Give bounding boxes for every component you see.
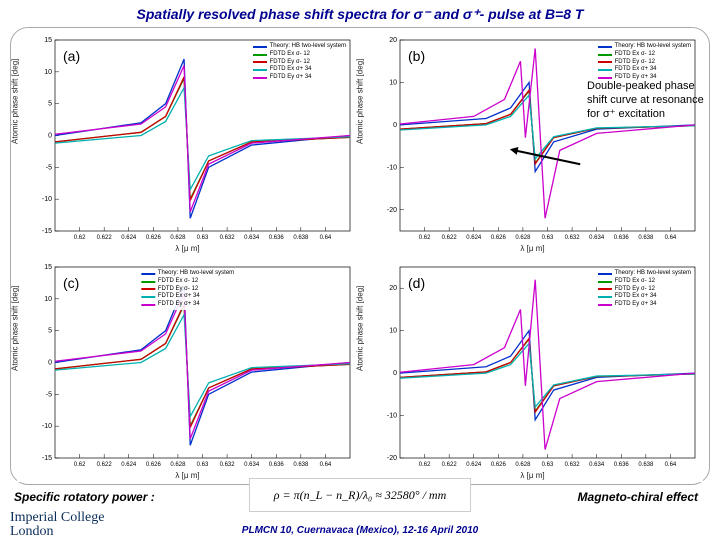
svg-text:-10: -10	[42, 423, 52, 430]
svg-text:0.634: 0.634	[589, 235, 605, 241]
panel-a: -15 -10 -5 0 5 10 15 0.62 0.622 0.624 0.626 0.628 0.…	[17, 32, 358, 255]
svg-text:0.634: 0.634	[244, 235, 260, 241]
svg-text:0.634: 0.634	[589, 462, 605, 468]
panel-d: -20 -10 0 10 20 0.62 0.622 0.624 0.626 0.628 0.63 0…	[362, 259, 703, 482]
legend: Theory: HB two-level systemFDTD Ex σ- 12…	[596, 269, 693, 310]
svg-text:0.624: 0.624	[466, 235, 482, 241]
svg-text:10: 10	[44, 296, 52, 303]
svg-text:0.638: 0.638	[638, 235, 654, 241]
svg-text:5: 5	[48, 101, 52, 108]
svg-text:0.63: 0.63	[197, 235, 209, 241]
legend: Theory: HB two-level systemFDTD Ex σ- 12…	[251, 42, 348, 83]
svg-text:-10: -10	[42, 196, 52, 203]
svg-text:0.626: 0.626	[491, 235, 507, 241]
svg-text:0.638: 0.638	[293, 462, 309, 468]
svg-text:0.632: 0.632	[220, 235, 236, 241]
svg-text:0.622: 0.622	[442, 462, 458, 468]
svg-text:0.622: 0.622	[442, 235, 458, 241]
svg-text:0.634: 0.634	[244, 462, 260, 468]
svg-text:0.628: 0.628	[515, 235, 531, 241]
svg-text:0.624: 0.624	[121, 462, 137, 468]
rotatory-label: Specific rotatory power :	[14, 490, 155, 504]
magneto-label: Magneto-chiral effect	[578, 490, 698, 504]
svg-text:0.632: 0.632	[220, 462, 236, 468]
svg-text:0.624: 0.624	[121, 235, 137, 241]
svg-text:10: 10	[389, 79, 397, 86]
svg-text:0.62: 0.62	[419, 235, 431, 241]
formula-box: ρ = π(n_L − n_R)/λ₀ ≈ 32580° / mm	[249, 478, 471, 512]
svg-text:0: 0	[393, 370, 397, 377]
svg-text:10: 10	[389, 328, 397, 335]
legend: Theory: HB two-level systemFDTD Ex σ- 12…	[139, 269, 236, 310]
svg-text:5: 5	[48, 328, 52, 335]
svg-text:0.628: 0.628	[515, 462, 531, 468]
svg-text:0.622: 0.622	[97, 462, 113, 468]
svg-text:0: 0	[48, 133, 52, 140]
svg-text:0.632: 0.632	[565, 462, 581, 468]
svg-text:0.63: 0.63	[542, 462, 554, 468]
svg-text:-5: -5	[46, 391, 52, 398]
svg-text:0.626: 0.626	[146, 462, 162, 468]
svg-text:-10: -10	[387, 413, 397, 420]
svg-text:0.622: 0.622	[97, 235, 113, 241]
svg-text:0.626: 0.626	[491, 462, 507, 468]
svg-text:0.638: 0.638	[293, 235, 309, 241]
svg-text:0.62: 0.62	[74, 462, 86, 468]
svg-text:0.628: 0.628	[170, 235, 186, 241]
panel-c: -15 -10 -5 0 5 10 15 0.62 0.622 0.624 0.626 0.628 0.…	[17, 259, 358, 482]
svg-text:0.624: 0.624	[466, 462, 482, 468]
svg-text:0.64: 0.64	[665, 235, 677, 241]
svg-text:0.63: 0.63	[542, 235, 554, 241]
svg-text:-15: -15	[42, 455, 52, 462]
svg-text:-20: -20	[387, 207, 397, 214]
institution-logo: Imperial College London	[10, 511, 104, 538]
svg-text:0.636: 0.636	[269, 235, 285, 241]
svg-text:0.628: 0.628	[170, 462, 186, 468]
svg-text:15: 15	[44, 264, 52, 271]
svg-text:15: 15	[44, 37, 52, 44]
svg-text:20: 20	[389, 37, 397, 44]
svg-text:0.62: 0.62	[419, 462, 431, 468]
svg-text:0.636: 0.636	[269, 462, 285, 468]
conference-footer: PLMCN 10, Cuernavaca (Mexico), 12-16 Apr…	[242, 525, 478, 536]
svg-text:0.64: 0.64	[320, 462, 332, 468]
legend: Theory: HB two-level systemFDTD Ex σ- 12…	[596, 42, 693, 83]
svg-text:0.632: 0.632	[565, 235, 581, 241]
annotation-text: Double-peaked phase shift curve at reson…	[587, 80, 707, 121]
svg-text:-5: -5	[46, 164, 52, 171]
svg-text:0.626: 0.626	[146, 235, 162, 241]
svg-text:0.636: 0.636	[614, 235, 630, 241]
svg-text:-15: -15	[42, 228, 52, 235]
slide-title: Spatially resolved phase shift spectra f…	[0, 0, 720, 25]
svg-text:0.638: 0.638	[638, 462, 654, 468]
svg-text:0.63: 0.63	[197, 462, 209, 468]
svg-text:-20: -20	[387, 455, 397, 462]
svg-text:0: 0	[48, 360, 52, 367]
chart-frame: -15 -10 -5 0 5 10 15 0.62 0.622 0.624 0.626 0.628 0.…	[10, 27, 710, 485]
svg-text:0.62: 0.62	[74, 235, 86, 241]
panel-b: -20 -10 0 10 20 0.62 0.622 0.624 0.626 0.628 0.63 0…	[362, 32, 703, 255]
svg-text:0: 0	[393, 122, 397, 129]
svg-text:0.64: 0.64	[665, 462, 677, 468]
svg-text:-10: -10	[387, 164, 397, 171]
svg-text:0.636: 0.636	[614, 462, 630, 468]
svg-text:20: 20	[389, 285, 397, 292]
svg-text:10: 10	[44, 69, 52, 76]
svg-text:0.64: 0.64	[320, 235, 332, 241]
